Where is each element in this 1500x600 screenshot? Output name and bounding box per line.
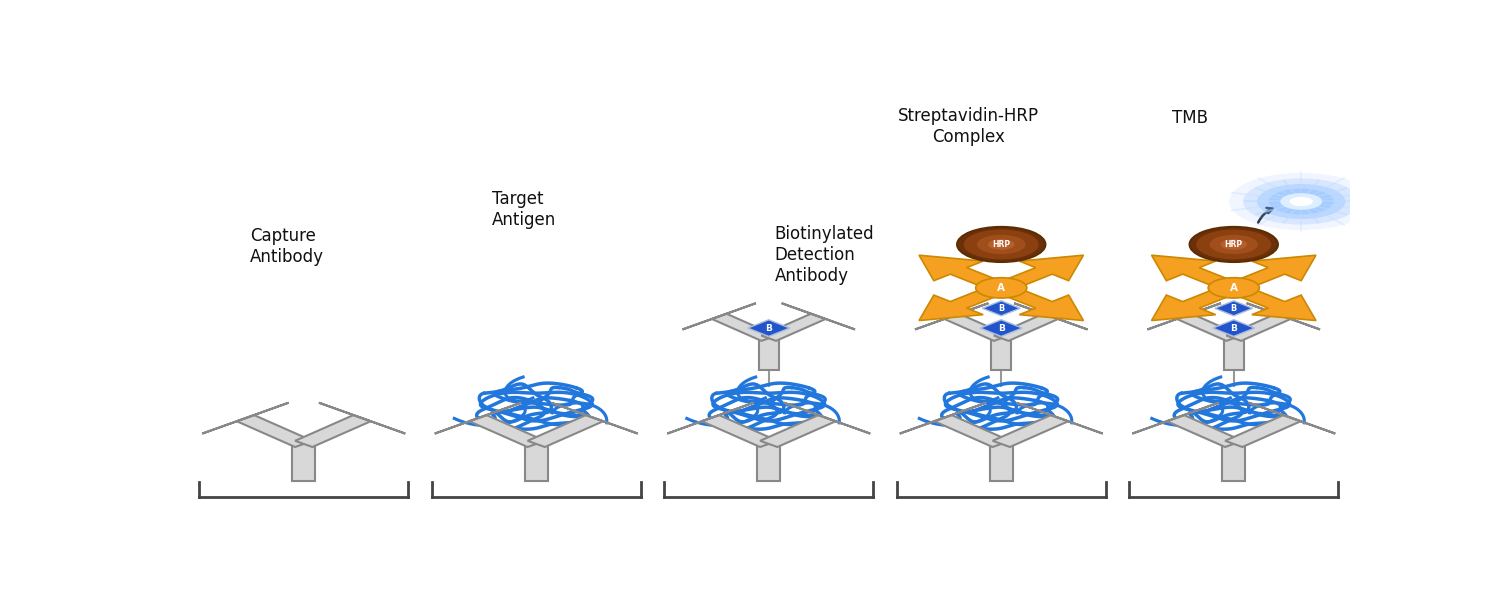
Polygon shape bbox=[934, 415, 1010, 447]
Polygon shape bbox=[702, 415, 777, 447]
Circle shape bbox=[1290, 197, 1312, 206]
Polygon shape bbox=[668, 403, 753, 434]
Polygon shape bbox=[682, 303, 756, 329]
Polygon shape bbox=[712, 314, 776, 341]
Polygon shape bbox=[993, 255, 1083, 291]
Polygon shape bbox=[1017, 403, 1102, 434]
Polygon shape bbox=[920, 255, 1010, 291]
Circle shape bbox=[1209, 235, 1258, 254]
Polygon shape bbox=[237, 415, 312, 447]
Polygon shape bbox=[994, 314, 1058, 341]
Polygon shape bbox=[1132, 403, 1218, 434]
Text: A: A bbox=[1230, 283, 1238, 293]
Text: B: B bbox=[998, 304, 1005, 313]
Text: Biotinylated
Detection
Antibody: Biotinylated Detection Antibody bbox=[774, 225, 874, 284]
Polygon shape bbox=[1148, 303, 1221, 329]
Text: A: A bbox=[998, 283, 1005, 293]
Circle shape bbox=[1280, 193, 1322, 210]
Polygon shape bbox=[292, 444, 315, 481]
Text: TMB: TMB bbox=[1172, 109, 1208, 127]
Polygon shape bbox=[296, 415, 370, 447]
Polygon shape bbox=[1152, 255, 1242, 291]
Polygon shape bbox=[320, 403, 405, 434]
Text: Streptavidin-HRP
Complex: Streptavidin-HRP Complex bbox=[898, 107, 1040, 146]
Text: B: B bbox=[1230, 323, 1238, 332]
Circle shape bbox=[1196, 230, 1272, 259]
Circle shape bbox=[1221, 239, 1246, 250]
Polygon shape bbox=[784, 403, 870, 434]
Polygon shape bbox=[1152, 284, 1242, 320]
Text: B: B bbox=[1230, 304, 1238, 313]
Circle shape bbox=[1208, 278, 1260, 298]
Polygon shape bbox=[945, 314, 1008, 341]
Polygon shape bbox=[1222, 444, 1245, 481]
Circle shape bbox=[988, 239, 1014, 250]
Polygon shape bbox=[1215, 301, 1252, 316]
Circle shape bbox=[1190, 227, 1278, 262]
Circle shape bbox=[957, 227, 1046, 262]
Polygon shape bbox=[1014, 303, 1088, 329]
Polygon shape bbox=[1167, 415, 1242, 447]
Polygon shape bbox=[981, 320, 1022, 337]
Polygon shape bbox=[470, 415, 544, 447]
Circle shape bbox=[1280, 193, 1322, 210]
Polygon shape bbox=[992, 338, 1011, 370]
Polygon shape bbox=[202, 403, 288, 434]
Text: Target
Antigen: Target Antigen bbox=[492, 190, 556, 229]
Circle shape bbox=[1228, 173, 1374, 230]
Polygon shape bbox=[1226, 284, 1316, 320]
Polygon shape bbox=[1227, 314, 1290, 341]
Polygon shape bbox=[1250, 403, 1335, 434]
Polygon shape bbox=[528, 415, 603, 447]
Polygon shape bbox=[1178, 314, 1240, 341]
Polygon shape bbox=[525, 444, 548, 481]
Polygon shape bbox=[760, 415, 836, 447]
Text: Capture
Antibody: Capture Antibody bbox=[251, 227, 324, 266]
Polygon shape bbox=[1246, 303, 1320, 329]
Polygon shape bbox=[748, 320, 789, 337]
Circle shape bbox=[1269, 188, 1334, 214]
Text: B: B bbox=[998, 323, 1005, 332]
Polygon shape bbox=[435, 403, 520, 434]
Text: HRP: HRP bbox=[1224, 240, 1244, 249]
Circle shape bbox=[1244, 178, 1359, 224]
Polygon shape bbox=[762, 314, 825, 341]
Polygon shape bbox=[920, 284, 1010, 320]
Circle shape bbox=[976, 235, 1026, 254]
Polygon shape bbox=[990, 444, 1012, 481]
Polygon shape bbox=[982, 301, 1020, 316]
Circle shape bbox=[963, 230, 1040, 259]
Polygon shape bbox=[993, 284, 1083, 320]
Polygon shape bbox=[552, 403, 638, 434]
Polygon shape bbox=[900, 403, 986, 434]
Polygon shape bbox=[1226, 415, 1300, 447]
Polygon shape bbox=[993, 415, 1068, 447]
Polygon shape bbox=[1224, 338, 1244, 370]
Polygon shape bbox=[782, 303, 855, 329]
Text: HRP: HRP bbox=[992, 240, 1011, 249]
Polygon shape bbox=[1214, 320, 1254, 337]
Polygon shape bbox=[915, 303, 989, 329]
Text: B: B bbox=[765, 323, 772, 332]
Polygon shape bbox=[758, 444, 780, 481]
Circle shape bbox=[975, 278, 1028, 298]
Circle shape bbox=[1257, 184, 1346, 219]
Polygon shape bbox=[759, 338, 778, 370]
Polygon shape bbox=[1226, 255, 1316, 291]
